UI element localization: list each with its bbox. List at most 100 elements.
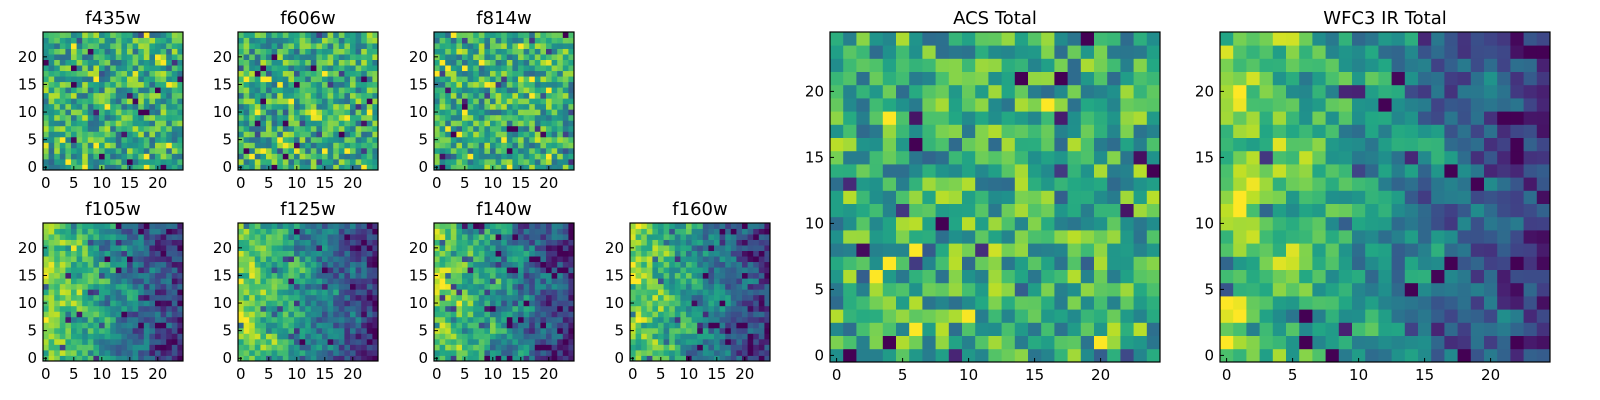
heatmap-cell (132, 250, 139, 257)
heatmap-cell (316, 278, 323, 285)
heatmap-cell (299, 136, 306, 143)
heatmap-cell (663, 294, 670, 301)
heatmap-cell (127, 305, 133, 312)
heatmap-cell (445, 98, 452, 105)
heatmap-cell (305, 305, 312, 312)
heatmap-cell (115, 48, 122, 55)
heatmap-cell (962, 322, 976, 336)
heatmap-cell (277, 103, 284, 110)
heatmap-cell (551, 54, 558, 60)
heatmap-cell (305, 234, 312, 240)
heatmap-cell (663, 289, 670, 296)
heatmap-cell (462, 228, 468, 235)
heatmap-cell (1067, 348, 1082, 363)
heatmap-cell (305, 48, 312, 55)
heatmap-cell (166, 114, 173, 121)
heatmap-cell (736, 327, 743, 334)
heatmap-cell (456, 109, 463, 116)
heatmap-cell (372, 355, 379, 362)
heatmap-cell (725, 322, 732, 329)
heatmap-cell (59, 305, 66, 312)
heatmap-cell (160, 120, 167, 127)
heatmap-cell (372, 109, 379, 116)
heatmap-cell (456, 43, 463, 49)
heatmap-cell (260, 305, 267, 312)
heatmap-cell (238, 98, 244, 105)
heatmap-cell (294, 338, 300, 345)
x-tick-label: 20 (539, 174, 558, 192)
heatmap-cell (138, 103, 145, 110)
heatmap-cell (115, 32, 122, 38)
heatmap-cell (557, 338, 564, 345)
heatmap-cell (87, 32, 94, 38)
heatmap-cell (714, 278, 720, 285)
heatmap-cell (138, 92, 145, 99)
heatmap-cell (249, 147, 256, 154)
heatmap-cell (344, 37, 351, 44)
heatmap-cell (456, 261, 463, 268)
heatmap-cell (764, 223, 771, 229)
heatmap-cell (562, 43, 569, 49)
heatmap-cell (562, 109, 569, 116)
heatmap-cell (490, 349, 496, 356)
heatmap-cell (1001, 322, 1016, 336)
heatmap-cell (697, 245, 704, 251)
heatmap-cell (663, 234, 670, 240)
heatmap-cell (1120, 177, 1134, 191)
heatmap-cell (366, 283, 373, 290)
heatmap-cell (322, 65, 328, 72)
heatmap-cell (896, 282, 910, 297)
heatmap-cell (562, 333, 569, 340)
heatmap-cell (462, 338, 468, 345)
heatmap-cell (467, 54, 474, 60)
heatmap-cell (1146, 190, 1161, 204)
heatmap-cell (277, 37, 284, 44)
heatmap-cell (506, 136, 513, 143)
heatmap-cell (238, 48, 244, 55)
heatmap-cell (48, 289, 55, 296)
heatmap-cell (294, 70, 300, 77)
heatmap-cell (764, 278, 771, 285)
heatmap-cell (350, 261, 356, 268)
heatmap-cell (568, 278, 575, 285)
heatmap-cell (490, 344, 496, 351)
heatmap-cell (462, 250, 468, 257)
heatmap-cell (149, 153, 156, 160)
heatmap-cell (1001, 335, 1016, 350)
heatmap-cell (338, 300, 345, 307)
heatmap-cell (646, 355, 653, 362)
heatmap-cell (166, 70, 173, 77)
heatmap-cell (316, 114, 323, 121)
heatmap-cell (434, 289, 440, 296)
heatmap-cell (450, 294, 457, 301)
heatmap-cell (975, 282, 989, 297)
heatmap-cell (1133, 282, 1148, 297)
heatmap-cell (271, 43, 278, 49)
heatmap-cell (299, 109, 306, 116)
heatmap-cell (260, 158, 267, 165)
heatmap-cell (506, 109, 513, 116)
heatmap-cell (121, 92, 128, 99)
heatmap-cell (456, 158, 463, 165)
heatmap-cell (54, 239, 61, 246)
heatmap-cell (327, 256, 334, 263)
heatmap-cell (143, 278, 150, 285)
heatmap-cell (674, 327, 681, 334)
heatmap-cell (719, 327, 726, 334)
heatmap-cell (501, 344, 508, 351)
y-tick-label: 0 (27, 349, 37, 367)
heatmap-cell (316, 223, 323, 229)
heatmap-cell (652, 289, 659, 296)
heatmap-cell (714, 294, 720, 301)
heatmap-cell (708, 278, 715, 285)
heatmap-cell (467, 250, 474, 257)
heatmap-cell (104, 92, 111, 99)
heatmap-cell (127, 283, 133, 290)
heatmap-cell (249, 316, 256, 323)
heatmap-cell (1133, 203, 1148, 218)
heatmap-cell (166, 327, 173, 334)
heatmap-cell (316, 311, 323, 318)
heatmap-cell (478, 327, 485, 334)
heatmap-cell (121, 234, 128, 240)
